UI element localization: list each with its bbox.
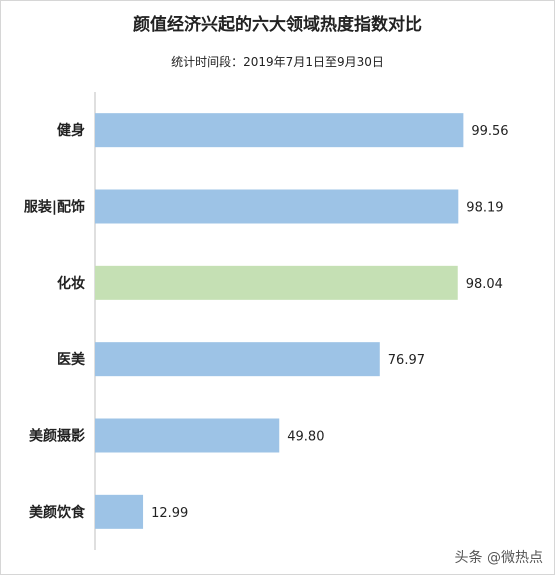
value-label: 98.19 <box>466 201 503 216</box>
watermark: 头条 @微热点 <box>454 550 543 566</box>
bar <box>95 113 464 148</box>
category-label: 美颜饮食 <box>29 504 86 521</box>
value-label: 98.04 <box>466 277 503 292</box>
chart-title: 颜值经济兴起的六大领域热度指数对比 <box>133 15 422 35</box>
bar <box>95 494 144 529</box>
bar <box>95 342 380 377</box>
chart-subtitle: 统计时间段：2019年7月1日至9月30日 <box>171 55 384 69</box>
category-label: 医美 <box>57 351 86 368</box>
bar <box>95 418 280 453</box>
value-label: 49.80 <box>287 430 324 445</box>
value-label: 12.99 <box>151 506 188 521</box>
category-label: 美颜摄影 <box>29 428 85 445</box>
category-label: 化妆 <box>57 275 85 292</box>
category-label: 健身 <box>57 122 85 139</box>
bar <box>95 265 458 300</box>
value-label: 76.97 <box>388 353 425 368</box>
category-label: 服装|配饰 <box>24 199 85 216</box>
bar <box>95 189 459 224</box>
value-label: 99.56 <box>471 124 508 139</box>
